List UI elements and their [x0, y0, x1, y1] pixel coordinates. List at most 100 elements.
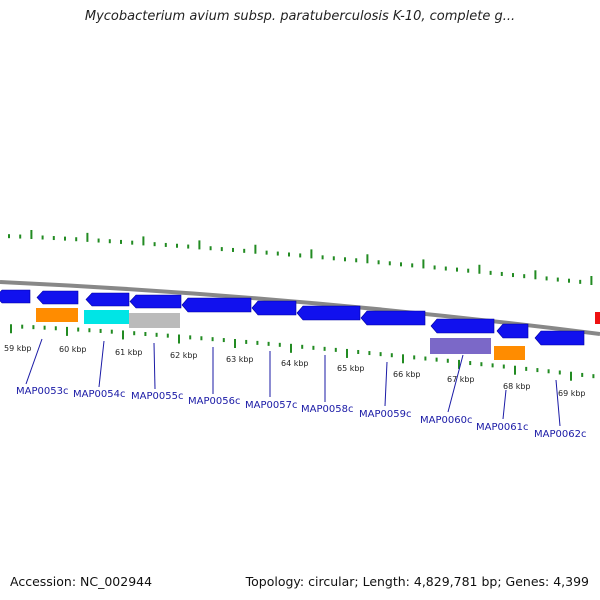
gene-label: MAP0062c [534, 429, 586, 440]
cds-arrow [129, 294, 182, 309]
inner-tick [133, 331, 136, 336]
inner-tick [122, 330, 124, 340]
gene-labels: MAP0053c MAP0054c MAP0055c MAP0056c MAP0057c… [16, 386, 586, 440]
outer-tick [142, 236, 145, 246]
outer-tick [500, 271, 503, 276]
outer-tick [288, 252, 290, 257]
outer-tick [254, 244, 257, 254]
inner-tick [480, 362, 483, 367]
outer-tick [478, 264, 481, 274]
leader-line [25, 338, 43, 385]
outer-tick [310, 249, 313, 259]
kbp-label: 66 kbp [393, 370, 421, 379]
outer-tick [75, 237, 78, 242]
kbp-label: 60 kbp [59, 345, 87, 354]
inner-tick [346, 348, 348, 358]
cds-arrow [0, 289, 31, 304]
outer-tick [120, 239, 122, 244]
outer-tick [321, 255, 324, 260]
inner-tick [525, 366, 528, 371]
leader-line [384, 361, 388, 407]
gene-label: MAP0060c [420, 415, 472, 426]
outer-tick [489, 270, 492, 275]
inner-tick [234, 338, 236, 348]
outer-tick [209, 246, 212, 251]
cds-arrow [496, 323, 529, 339]
leader-line [98, 340, 105, 388]
outer-tick [30, 229, 33, 239]
accession-text: Accession: NC_002944 [10, 574, 153, 589]
outer-tick [422, 259, 425, 269]
outer-tick [332, 256, 335, 261]
inner-tick [390, 353, 393, 358]
outer-tick [41, 235, 44, 240]
inner-tick [435, 357, 438, 362]
feature-red [595, 312, 600, 324]
cds-arrow [251, 300, 297, 316]
inner-tick [88, 328, 91, 333]
outer-tick [232, 247, 234, 252]
kbp-label: 67 kbp [447, 375, 475, 384]
inner-tick [547, 369, 550, 374]
inner-tick [211, 337, 214, 342]
kbp-label: 59 kbp [4, 344, 32, 353]
inner-tick [155, 332, 158, 337]
feature-orange [494, 346, 525, 360]
outer-tick [64, 236, 66, 241]
inner-tick [189, 335, 192, 340]
kbp-labels: 59 kbp 60 kbp 61 kbp 62 kbp 63 kbp 64 kbp 65 k… [4, 344, 586, 398]
inner-tick [469, 361, 472, 366]
gene-label: MAP0053c [16, 386, 68, 397]
inner-tick [245, 339, 248, 344]
gene-label: MAP0057c [245, 400, 297, 411]
outer-tick [108, 239, 111, 244]
outer-tick [568, 278, 570, 283]
outer-tick [467, 268, 470, 273]
cds-arrow [36, 290, 79, 305]
outer-tick [355, 258, 358, 263]
outer-tick [176, 243, 178, 248]
outer-tick [299, 253, 302, 258]
feature-track [0, 289, 600, 360]
leader-line [153, 342, 156, 390]
kbp-label: 68 kbp [503, 382, 531, 391]
inner-tick [10, 324, 12, 334]
outer-tick [164, 242, 167, 247]
feature-grey [129, 313, 180, 328]
kbp-label: 62 kbp [170, 351, 198, 360]
inner-tick [413, 355, 416, 360]
inner-tick [570, 371, 572, 381]
inner-tick [301, 344, 304, 349]
gene-label: MAP0058c [301, 404, 353, 415]
outer-tick [97, 238, 100, 243]
outer-tick [153, 242, 156, 247]
feature-orange [36, 308, 78, 322]
outer-tick [590, 276, 593, 286]
inner-tick [144, 332, 147, 337]
outer-tick [444, 266, 447, 271]
inner-tick [166, 333, 169, 338]
feature-cyan [84, 310, 129, 324]
kbp-label: 64 kbp [281, 359, 309, 368]
outer-tick [545, 276, 548, 281]
outer-tick [276, 251, 279, 256]
leader-line [555, 379, 561, 427]
leader-line [502, 389, 507, 420]
inner-tick [424, 356, 427, 361]
inner-tick [379, 352, 382, 357]
outer-tick [377, 260, 380, 265]
outer-tick [220, 247, 223, 252]
inner-tick [581, 372, 584, 377]
cds-arrow [85, 292, 130, 307]
inner-tick [200, 336, 203, 341]
inner-tick [99, 328, 102, 333]
inner-tick [334, 347, 337, 352]
inner-tick [323, 346, 326, 351]
outer-tick [243, 248, 246, 253]
outer-tick [456, 267, 458, 272]
inner-tick [458, 359, 460, 369]
cds-arrow [296, 305, 361, 321]
outer-tick [523, 274, 526, 279]
kbp-label: 65 kbp [337, 364, 365, 373]
gene-label: MAP0059c [359, 409, 411, 420]
